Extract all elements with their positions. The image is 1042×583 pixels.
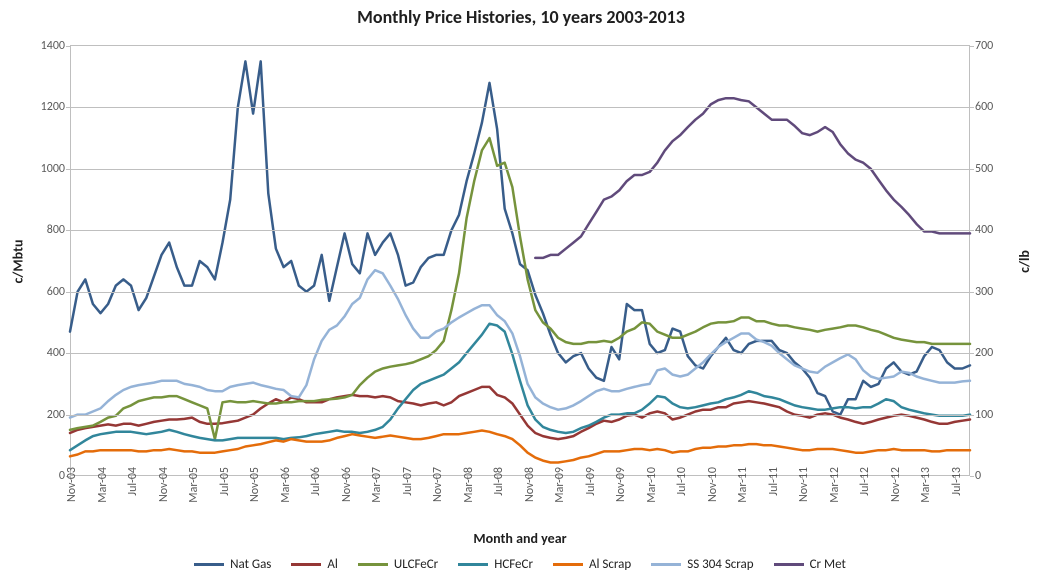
series-line [70,324,970,451]
y2-tick-label: 0 [975,469,1010,483]
x-tick-label: Jul-12 [858,467,872,496]
y1-tick-label: 1400 [20,39,65,53]
legend-label: Al [327,557,338,572]
y2-tick-label: 300 [975,285,1010,299]
x-tick-label: Mar-12 [828,467,842,503]
chart-container: Monthly Price Histories, 10 years 2003-2… [0,0,1042,583]
y1-axis-title: c/Mbtu [8,0,28,523]
x-tick-label: Nov-08 [523,467,537,502]
x-tick-label: Jul-13 [950,467,964,496]
x-tick-label: Jul-06 [309,467,323,496]
legend-item: SS 304 Scrap [651,557,753,572]
x-axis-title: Month and year [70,530,970,547]
x-tick-label: Nov-11 [797,467,811,502]
legend-item: HCFeCr [458,557,533,572]
series-line [535,98,970,258]
y1-tick-label: 200 [20,408,65,422]
x-tick-label: Mar-06 [279,467,293,503]
chart-title: Monthly Price Histories, 10 years 2003-2… [0,6,1042,28]
y2-tick-label: 600 [975,100,1010,114]
legend-swatch [553,563,583,566]
x-tick-label: Jul-07 [401,467,415,496]
x-tick-label: Jul-11 [767,467,781,496]
y2-tick-label: 100 [975,408,1010,422]
x-tick-label: Mar-13 [919,467,933,503]
x-tick-label: Mar-11 [736,467,750,503]
gridline [70,230,970,231]
y2-tick-label: 700 [975,39,1010,53]
gridline [70,169,970,170]
gridline [70,107,970,108]
series-line [70,138,970,439]
legend-label: SS 304 Scrap [687,557,753,572]
x-tick-label: Mar-04 [96,467,110,503]
x-tick-label: Mar-08 [462,467,476,503]
legend-label: Nat Gas [230,557,271,572]
plot-area: 0200400600800100012001400010020030040050… [70,45,970,476]
x-tick-label: Nov-04 [157,467,171,502]
legend-item: ULCFeCr [358,557,438,572]
y2-axis-title: c/lb [1014,0,1034,523]
legend-swatch [194,563,224,566]
x-tick-label: Jul-09 [584,467,598,496]
y1-tick-label: 800 [20,223,65,237]
legend-label: Al Scrap [589,557,631,572]
y1-tick-label: 1200 [20,100,65,114]
y1-tick-label: 1000 [20,162,65,176]
x-tick-label: Mar-09 [553,467,567,503]
legend-item: Al [291,557,338,572]
x-tick-label: Jul-08 [492,467,506,496]
x-tick-label: Nov-05 [248,467,262,502]
legend-item: Cr Met [774,557,846,572]
legend-swatch [651,563,681,566]
x-tick-label: Jul-10 [675,467,689,496]
x-tick-label: Nov-03 [65,467,79,502]
x-tick-label: Nov-07 [431,467,445,502]
legend-swatch [358,563,388,566]
legend-label: ULCFeCr [394,557,438,572]
gridline [70,292,970,293]
gridline [70,415,970,416]
legend-item: Al Scrap [553,557,631,572]
x-tick-label: Nov-09 [614,467,628,502]
x-tick-label: Jul-05 [218,467,232,496]
legend-swatch [774,563,804,566]
x-tick-label: Nov-10 [706,467,720,502]
legend-label: Cr Met [810,557,846,572]
y1-tick-label: 0 [20,469,65,483]
x-tick-label: Mar-10 [645,467,659,503]
y2-tick-label: 400 [975,223,1010,237]
y2-tick-label: 200 [975,346,1010,360]
y1-tick-label: 600 [20,285,65,299]
legend: Nat Gas Al ULCFeCr HCFeCr Al Scrap SS 304 Scr… [70,555,970,572]
legend-label: HCFeCr [494,557,533,572]
legend-item: Nat Gas [194,557,271,572]
legend-swatch [291,563,321,566]
series-line [70,431,970,463]
x-tick-label: Mar-05 [187,467,201,503]
x-tick-label: Jul-04 [126,467,140,496]
x-tick-label: Mar-07 [370,467,384,503]
legend-swatch [458,563,488,566]
series-canvas [70,46,970,476]
x-tick-label: Nov-06 [340,467,354,502]
x-tick-label: Nov-12 [889,467,903,502]
y1-tick-label: 400 [20,346,65,360]
y2-tick-label: 500 [975,162,1010,176]
gridline [70,353,970,354]
